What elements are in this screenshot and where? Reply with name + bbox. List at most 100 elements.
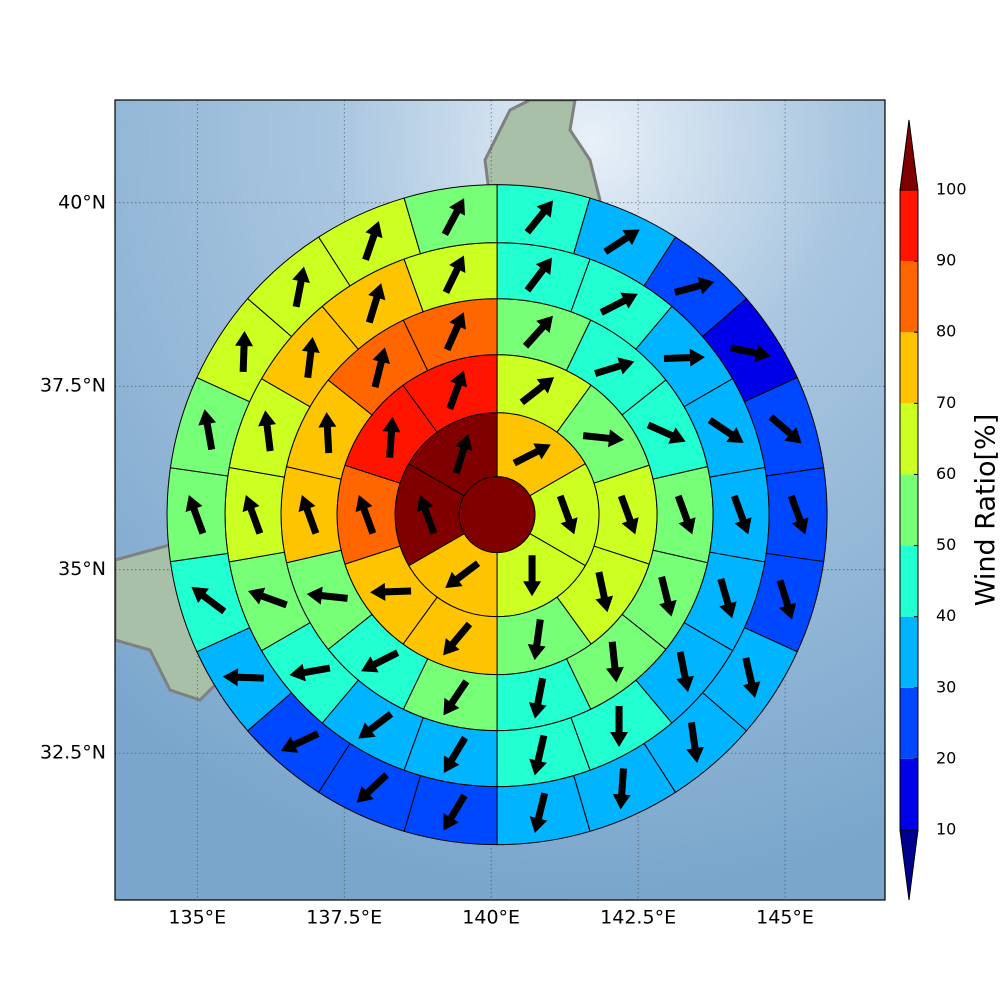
- colorbar-tick-label: 60: [936, 464, 956, 483]
- colorbar-frame: [899, 189, 919, 831]
- wind-arrow: [612, 768, 631, 810]
- wind-arrow: [222, 668, 264, 687]
- arrow-shape: [658, 575, 677, 617]
- arrow-shape: [318, 412, 337, 454]
- colorbar-band: [900, 403, 918, 475]
- arrow-shape: [522, 315, 553, 349]
- arrow-shape: [512, 443, 551, 467]
- x-tick-label: 142.5°E: [600, 907, 676, 929]
- arrow-shape: [523, 555, 542, 597]
- arrow-shape: [443, 736, 468, 773]
- wind-arrow: [617, 494, 639, 535]
- arrow-shape: [292, 266, 310, 308]
- wind-arrow: [673, 276, 715, 296]
- x-tick-label: 140°E: [462, 907, 520, 929]
- wind-arrow: [356, 772, 390, 803]
- colorbar-tick-label: 90: [936, 251, 956, 270]
- arrow-shape: [599, 292, 638, 316]
- colorbar-label: Wind Ratio[%]: [971, 414, 1000, 606]
- colorbar-tick-label: 100: [936, 180, 967, 199]
- arrow-shape: [674, 494, 696, 535]
- wind-arrow: [707, 417, 744, 443]
- colorbar-band: [900, 687, 918, 759]
- wind-arrow: [529, 792, 549, 833]
- arrow-shape: [603, 229, 640, 255]
- colorbar-band: [900, 332, 918, 404]
- wind-arrow: [446, 370, 468, 411]
- wind-arrow: [242, 494, 264, 535]
- colorbar-tick-label: 50: [936, 535, 956, 554]
- wind-arrow: [729, 344, 771, 362]
- wind-arrow: [717, 577, 737, 619]
- wind-arrow: [768, 414, 802, 444]
- plot-frame: [114, 99, 886, 901]
- arrow-shape: [365, 283, 386, 324]
- wind-arrow: [365, 283, 386, 324]
- colorbar-band: [900, 261, 918, 333]
- arrow-shape: [443, 621, 473, 656]
- ring-cell: [403, 775, 498, 846]
- wind-arrow: [370, 582, 412, 601]
- wind-arrow: [355, 494, 377, 535]
- arrow-shape: [443, 679, 470, 716]
- arrow-shape: [605, 641, 624, 683]
- arrow-shape: [280, 730, 320, 753]
- wind-arrow: [371, 347, 391, 388]
- arrow-shape: [776, 579, 797, 620]
- wind-arrow: [235, 330, 254, 373]
- wind-arrow: [676, 651, 694, 693]
- wind-arrow: [452, 433, 473, 475]
- wind-arrow: [529, 734, 548, 776]
- arrow-shape: [370, 582, 412, 601]
- wind-arrow: [280, 730, 320, 753]
- y-tick-label: 35°N: [58, 558, 106, 580]
- arrow-shape: [358, 711, 394, 739]
- arrow-shape: [673, 276, 715, 296]
- arrow-shape: [528, 677, 547, 719]
- colorbar-band: [900, 545, 918, 617]
- colorbar-band: [900, 190, 918, 262]
- wind-arrow: [646, 421, 686, 444]
- arrow-shape: [242, 494, 264, 535]
- arrow-shape: [524, 257, 553, 293]
- arrow-shape: [356, 772, 390, 803]
- arrow-shape: [610, 705, 629, 747]
- wind-arrow: [730, 494, 752, 535]
- colorbar-extend-min: [899, 829, 919, 901]
- wind-arrow: [416, 494, 438, 535]
- wind-arrow: [674, 494, 696, 535]
- wind-arrow: [519, 377, 555, 406]
- wind-arrow: [595, 571, 614, 613]
- wind-arrow: [528, 677, 547, 719]
- arrow-shape: [362, 221, 383, 261]
- arrow-shape: [248, 587, 288, 609]
- arrow-shape: [416, 494, 438, 535]
- arrow-shape: [382, 416, 401, 458]
- colorbar-tick-label: 30: [936, 677, 956, 696]
- colorbar-extend-max: [899, 119, 919, 191]
- colorbar-tick-label: 70: [936, 393, 956, 412]
- wind-arrow: [289, 663, 331, 682]
- colorbar-tick-label: 40: [936, 606, 956, 625]
- wind-arrow: [522, 315, 553, 349]
- wind-arrow: [185, 494, 207, 535]
- arrow-shape: [729, 344, 771, 362]
- wind-arrow: [599, 292, 638, 316]
- arrow-shape: [191, 586, 227, 615]
- arrow-shape: [442, 255, 466, 294]
- wind-arrow: [358, 711, 394, 739]
- wind-arrow: [443, 621, 473, 656]
- arrow-shape: [355, 494, 377, 535]
- x-tick-label: 137.5°E: [306, 907, 382, 929]
- colorbar-band: [900, 474, 918, 546]
- wind-arrow: [523, 555, 542, 597]
- y-tick-label: 40°N: [58, 191, 106, 213]
- arrow-shape: [676, 651, 694, 693]
- wind-arrow: [594, 357, 635, 377]
- wind-arrow: [306, 586, 348, 605]
- wind-arrow: [443, 312, 466, 352]
- arrow-shape: [222, 668, 264, 687]
- arrow-shape: [717, 577, 737, 619]
- wind-arrow: [527, 618, 546, 661]
- arrow-shape: [787, 494, 809, 535]
